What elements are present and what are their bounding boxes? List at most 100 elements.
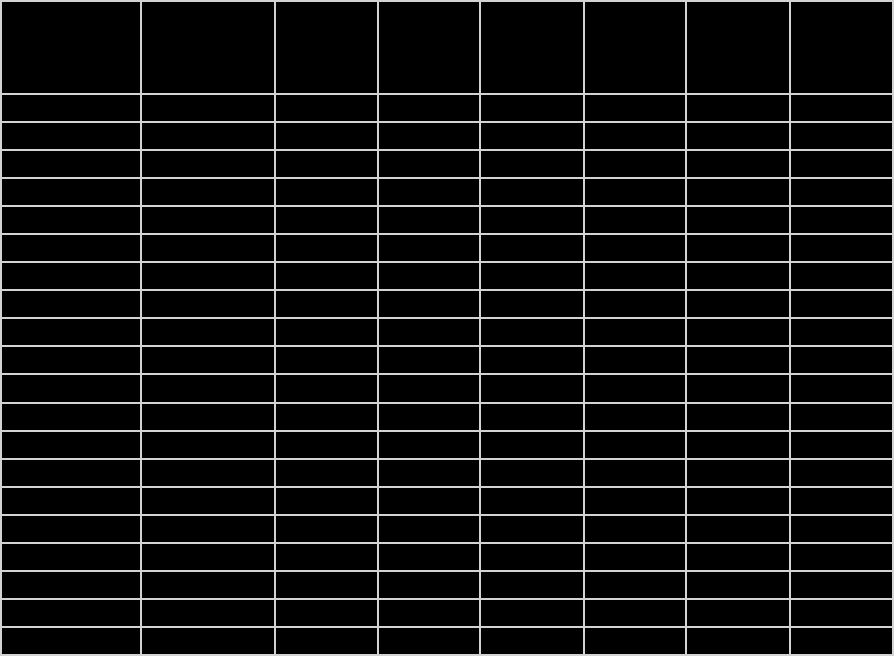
- table-cell: [687, 207, 789, 234]
- table-cell: [2, 123, 140, 150]
- table-cell: [276, 487, 377, 514]
- table-cell: [2, 291, 140, 318]
- table-cell: [481, 515, 583, 542]
- table-cell: [276, 459, 377, 486]
- table-cell: [276, 151, 377, 178]
- table-cell: [481, 431, 583, 458]
- table-cell: [276, 179, 377, 206]
- table-cell: [585, 459, 685, 486]
- table-cell: [2, 235, 140, 262]
- table-cell: [379, 263, 479, 290]
- table-cell: [379, 403, 479, 430]
- table-cell: [142, 207, 274, 234]
- table-cell: [276, 515, 377, 542]
- table-cell: [2, 151, 140, 178]
- table-cell: [142, 123, 274, 150]
- table-cell: [585, 291, 685, 318]
- table-cell: [276, 431, 377, 458]
- table-cell: [791, 179, 892, 206]
- table-cell: [687, 403, 789, 430]
- table-cell: [687, 235, 789, 262]
- table-cell: [687, 263, 789, 290]
- table-cell: [481, 487, 583, 514]
- table-cell: [687, 543, 789, 570]
- table-cell: [585, 235, 685, 262]
- table-cell: [687, 347, 789, 374]
- table-cell: [379, 123, 479, 150]
- table-cell: [791, 263, 892, 290]
- table-cell: [687, 179, 789, 206]
- table-cell: [142, 319, 274, 346]
- table-cell: [481, 95, 583, 122]
- table-cell: [585, 95, 685, 122]
- table-cell: [142, 459, 274, 486]
- table-cell: [791, 291, 892, 318]
- table-cell: [481, 347, 583, 374]
- table-cell: [276, 235, 377, 262]
- table-cell: [2, 403, 140, 430]
- table-cell: [687, 431, 789, 458]
- table-cell: [791, 459, 892, 486]
- table-cell: [2, 207, 140, 234]
- table-cell: [379, 375, 479, 402]
- table-cell: [585, 599, 685, 626]
- table-cell: [791, 431, 892, 458]
- table-cell: [687, 571, 789, 598]
- table-cell: [142, 291, 274, 318]
- table-cell: [481, 123, 583, 150]
- table-cell: [276, 571, 377, 598]
- table-cell: [585, 431, 685, 458]
- table-cell: [2, 515, 140, 542]
- table-cell: [2, 431, 140, 458]
- table-cell: [379, 571, 479, 598]
- table-cell: [481, 319, 583, 346]
- table-cell: [791, 319, 892, 346]
- table-cell: [791, 207, 892, 234]
- table-cell: [379, 207, 479, 234]
- table-cell: [379, 179, 479, 206]
- table-cell: [379, 599, 479, 626]
- header-cell: [2, 2, 140, 93]
- table-cell: [142, 151, 274, 178]
- table-cell: [276, 95, 377, 122]
- table-cell: [585, 403, 685, 430]
- table-cell: [2, 95, 140, 122]
- table-cell: [142, 235, 274, 262]
- table-cell: [687, 375, 789, 402]
- table-cell: [142, 179, 274, 206]
- table-cell: [2, 263, 140, 290]
- table-cell: [687, 599, 789, 626]
- table-cell: [142, 599, 274, 626]
- table-cell: [585, 375, 685, 402]
- table-cell: [276, 375, 377, 402]
- table-cell: [791, 487, 892, 514]
- table-cell: [791, 571, 892, 598]
- table-cell: [481, 571, 583, 598]
- header-cell: [481, 2, 583, 93]
- table-cell: [791, 599, 892, 626]
- table-cell: [379, 487, 479, 514]
- table-cell: [276, 627, 377, 654]
- table-cell: [585, 347, 685, 374]
- table-cell: [585, 263, 685, 290]
- table-cell: [585, 151, 685, 178]
- table-cell: [2, 459, 140, 486]
- table-cell: [585, 207, 685, 234]
- table-cell: [379, 95, 479, 122]
- table-cell: [687, 151, 789, 178]
- table-cell: [791, 375, 892, 402]
- table-cell: [2, 571, 140, 598]
- table-cell: [791, 543, 892, 570]
- table-cell: [142, 515, 274, 542]
- table-cell: [791, 151, 892, 178]
- table-cell: [379, 347, 479, 374]
- table-cell: [585, 123, 685, 150]
- table-cell: [276, 291, 377, 318]
- table-cell: [687, 123, 789, 150]
- table-cell: [687, 95, 789, 122]
- header-cell: [142, 2, 274, 93]
- table-cell: [142, 263, 274, 290]
- table-cell: [142, 571, 274, 598]
- table-cell: [585, 179, 685, 206]
- table-cell: [791, 123, 892, 150]
